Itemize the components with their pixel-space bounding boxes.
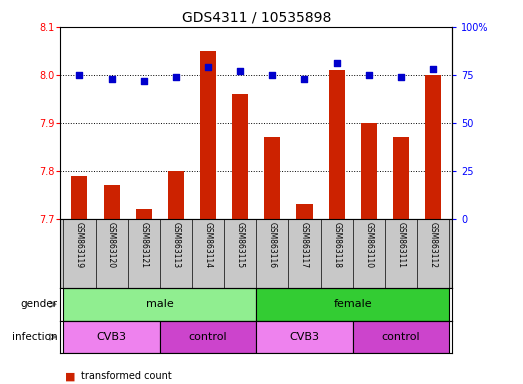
Point xyxy=(268,72,277,78)
Bar xyxy=(63,321,160,353)
Point xyxy=(107,76,116,82)
Text: GSM863117: GSM863117 xyxy=(300,222,309,268)
Text: transformed count: transformed count xyxy=(81,371,172,381)
Text: GSM863115: GSM863115 xyxy=(236,222,245,268)
Text: male: male xyxy=(146,299,174,310)
Title: GDS4311 / 10535898: GDS4311 / 10535898 xyxy=(181,10,331,24)
Bar xyxy=(393,137,409,219)
Text: GSM863121: GSM863121 xyxy=(139,222,148,268)
Text: GSM863119: GSM863119 xyxy=(75,222,84,268)
Text: GSM863120: GSM863120 xyxy=(107,222,116,268)
Text: GSM863112: GSM863112 xyxy=(429,222,438,268)
Point xyxy=(333,60,341,66)
Point xyxy=(429,66,437,72)
Point xyxy=(236,68,244,74)
Point xyxy=(365,72,373,78)
Bar xyxy=(353,321,449,353)
Text: control: control xyxy=(382,332,420,342)
Text: GSM863114: GSM863114 xyxy=(203,222,212,268)
Bar xyxy=(297,204,313,219)
Text: GSM863110: GSM863110 xyxy=(365,222,373,268)
Bar xyxy=(135,209,152,219)
Text: CVB3: CVB3 xyxy=(97,332,127,342)
Point xyxy=(204,64,212,70)
Bar xyxy=(256,288,449,321)
Point xyxy=(172,74,180,80)
Bar xyxy=(425,75,441,219)
Text: gender: gender xyxy=(20,299,58,310)
Bar xyxy=(200,51,216,219)
Bar xyxy=(63,288,256,321)
Bar xyxy=(160,321,256,353)
Text: GSM863116: GSM863116 xyxy=(268,222,277,268)
Bar xyxy=(264,137,280,219)
Text: GSM863111: GSM863111 xyxy=(396,222,405,268)
Bar xyxy=(256,321,353,353)
Point xyxy=(140,78,148,84)
Text: infection: infection xyxy=(12,332,58,342)
Bar xyxy=(328,70,345,219)
Text: CVB3: CVB3 xyxy=(290,332,320,342)
Text: ■: ■ xyxy=(65,371,79,381)
Point xyxy=(300,76,309,82)
Text: GSM863113: GSM863113 xyxy=(172,222,180,268)
Point xyxy=(75,72,84,78)
Text: control: control xyxy=(189,332,228,342)
Bar xyxy=(361,123,377,219)
Text: female: female xyxy=(333,299,372,310)
Point xyxy=(397,74,405,80)
Bar xyxy=(232,94,248,219)
Bar xyxy=(72,176,87,219)
Bar xyxy=(104,185,120,219)
Bar xyxy=(168,171,184,219)
Text: GSM863118: GSM863118 xyxy=(332,222,341,268)
